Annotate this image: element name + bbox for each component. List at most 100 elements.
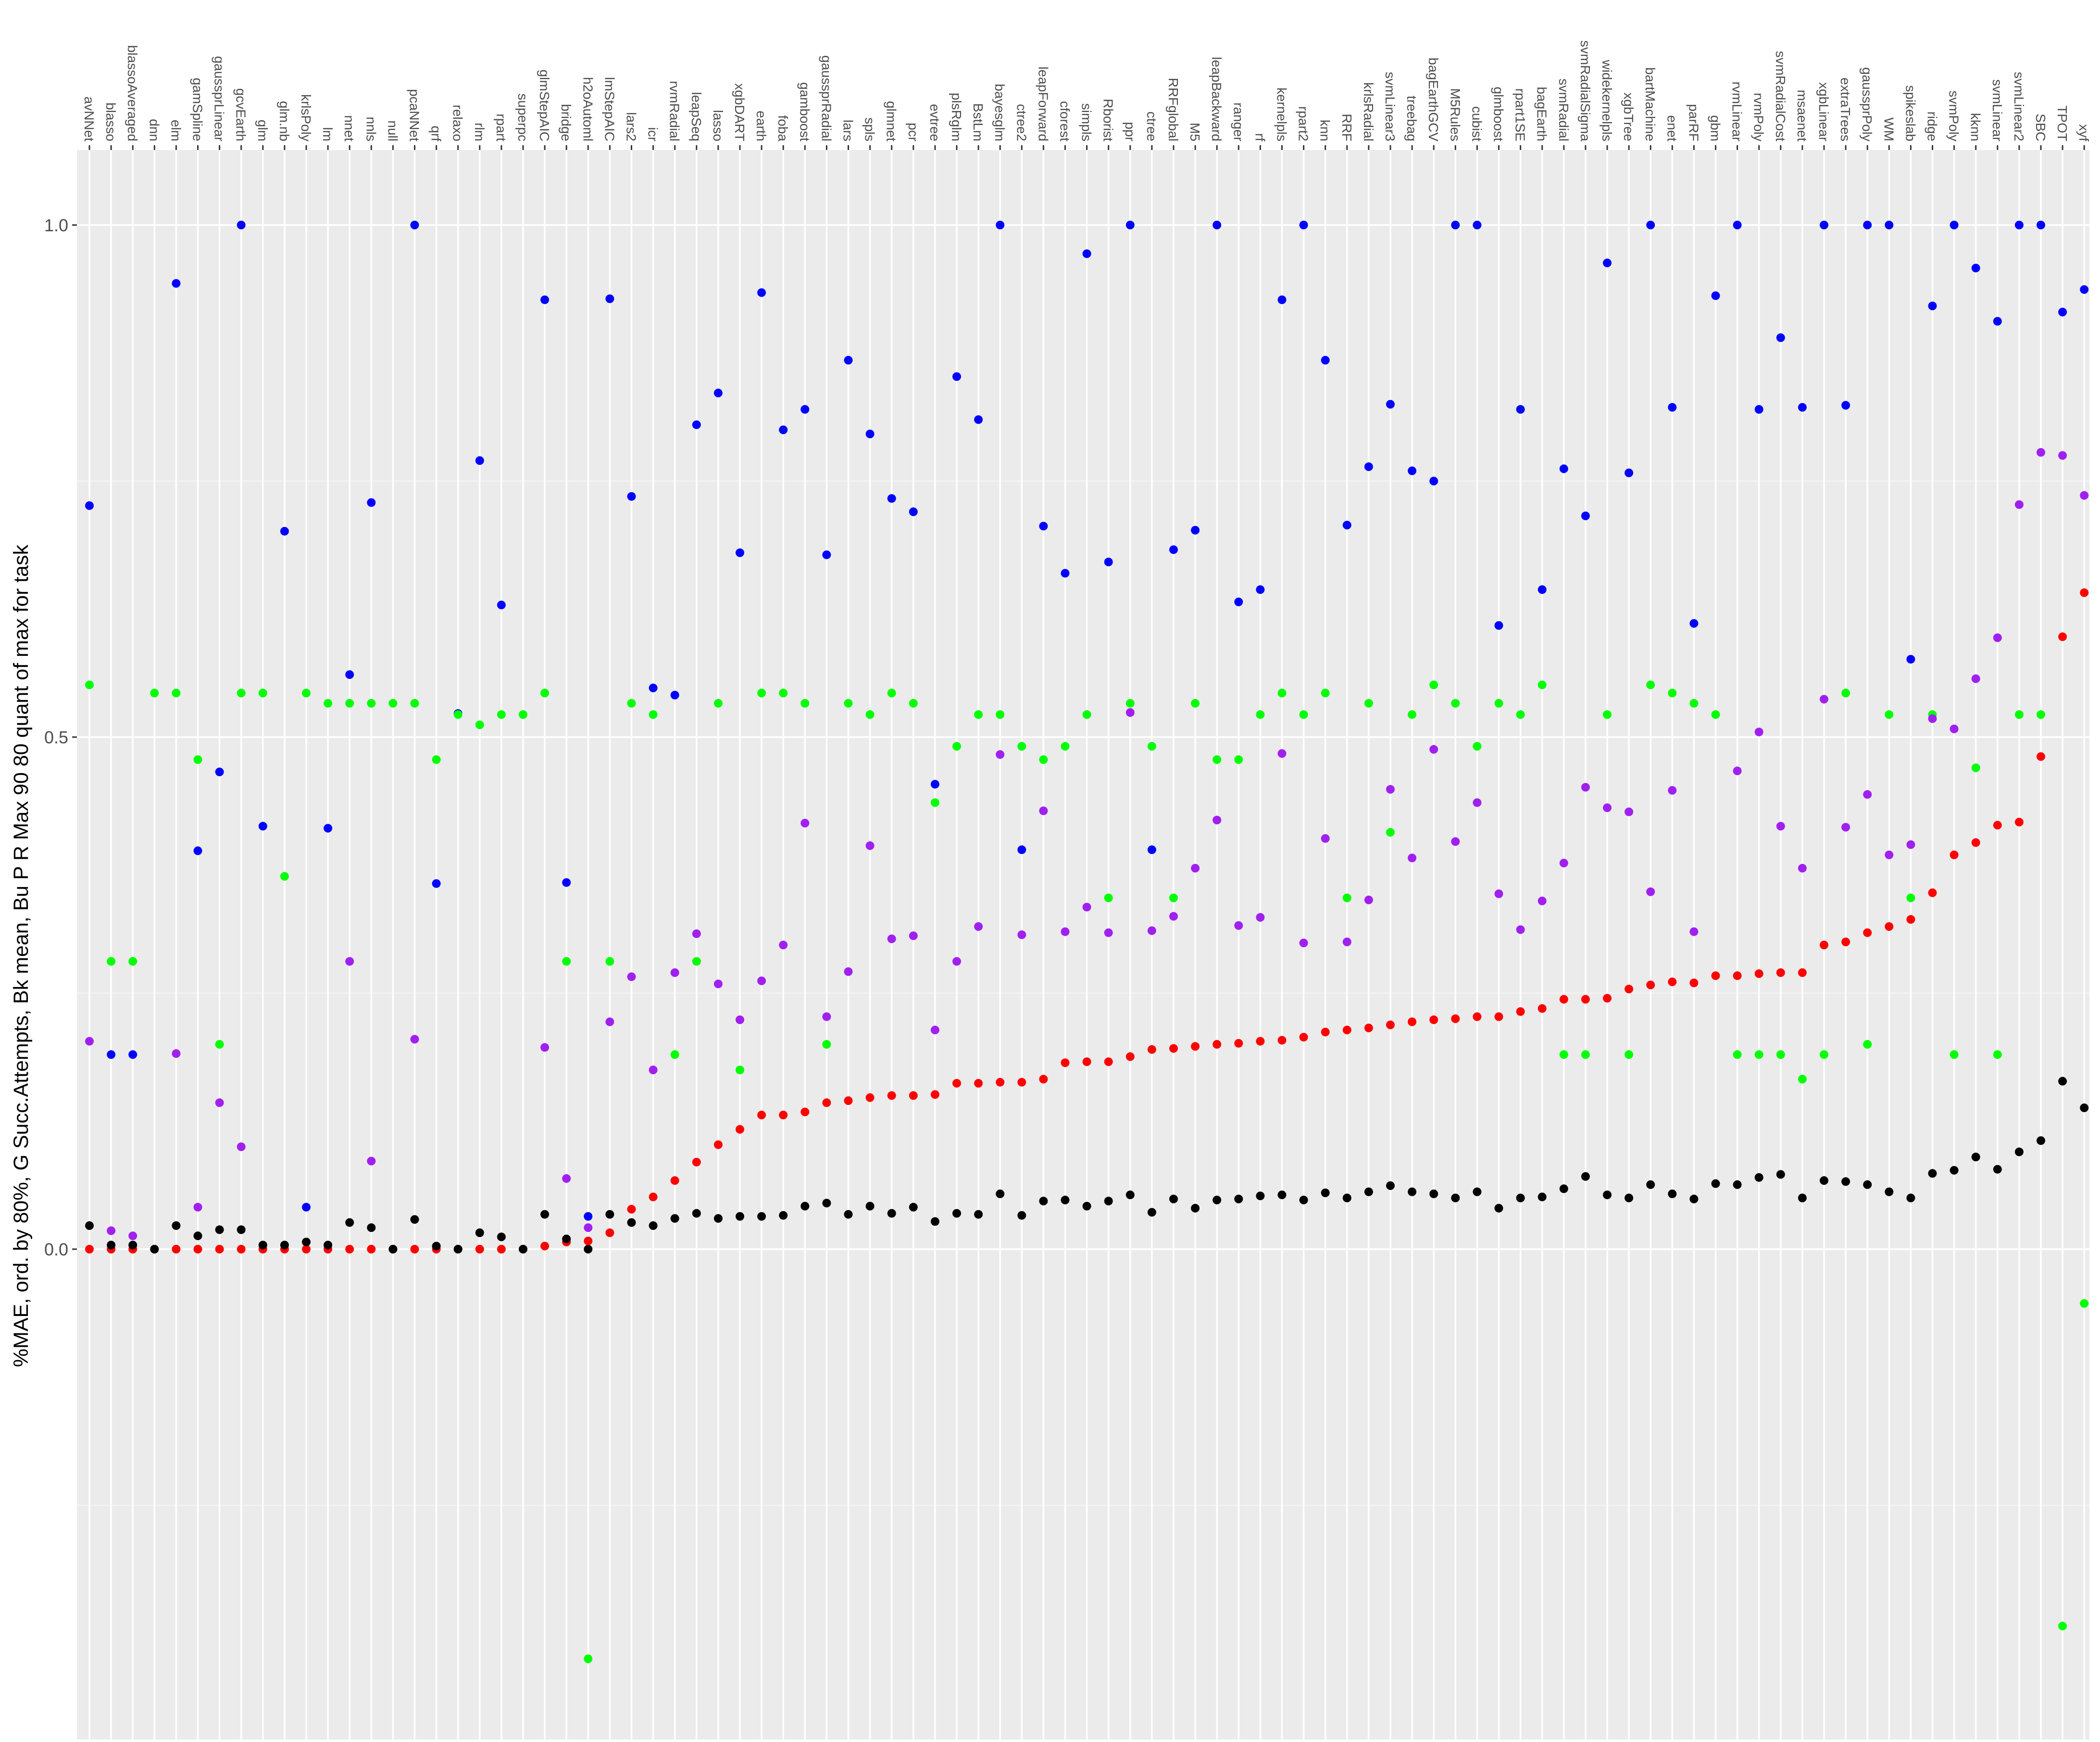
data-point <box>540 689 550 698</box>
data-point <box>800 699 810 708</box>
data-point <box>562 957 571 966</box>
data-point <box>1689 699 1699 708</box>
x-tick-label: enet <box>1664 115 1679 142</box>
data-point <box>1473 1012 1482 1021</box>
data-point <box>713 699 723 708</box>
data-point <box>1408 853 1417 863</box>
data-point <box>2014 1147 2024 1156</box>
data-point <box>1061 1195 1070 1204</box>
data-point <box>713 1140 723 1149</box>
data-point <box>237 689 246 698</box>
x-tick-label: WM <box>1881 117 1896 141</box>
data-point <box>1516 925 1525 934</box>
data-point <box>1169 1194 1178 1203</box>
data-point <box>1061 569 1070 578</box>
data-point <box>1212 1040 1222 1049</box>
data-point <box>1299 221 1308 229</box>
data-point <box>150 689 159 698</box>
data-point <box>2037 752 2045 761</box>
data-point <box>1277 689 1287 698</box>
data-point <box>887 934 896 943</box>
data-point <box>1516 1007 1525 1016</box>
data-point <box>1733 221 1742 229</box>
x-tick-label: BstLm <box>971 103 986 141</box>
data-point <box>584 1236 593 1245</box>
data-point <box>540 1043 550 1052</box>
data-point <box>150 1245 159 1253</box>
x-tick-label: bridge <box>559 104 574 141</box>
x-tick-label: M5Rules <box>1448 88 1462 141</box>
data-point <box>1993 1050 2002 1059</box>
data-point <box>1104 557 1113 566</box>
data-point <box>453 710 462 719</box>
data-point <box>1538 585 1547 594</box>
data-point <box>1689 1194 1699 1203</box>
data-point <box>302 689 311 698</box>
data-point <box>909 931 918 940</box>
x-tick-label: simpls <box>1079 103 1094 141</box>
data-point <box>85 1245 94 1253</box>
data-point <box>1321 689 1330 698</box>
data-point <box>1212 755 1222 764</box>
data-point <box>172 1049 181 1058</box>
data-point <box>887 1209 896 1218</box>
data-point <box>1668 689 1677 698</box>
data-point <box>1277 1191 1287 1200</box>
x-tick-label: svmLinear <box>1990 79 2005 141</box>
x-tick-label: qrf <box>429 125 444 141</box>
data-point <box>1451 837 1460 846</box>
data-point <box>584 1245 593 1253</box>
data-point <box>453 1245 462 1253</box>
data-point <box>1646 887 1655 896</box>
data-point <box>627 1204 636 1214</box>
data-point <box>1082 1202 1091 1211</box>
data-point <box>172 689 181 698</box>
x-tick-label: lmStepAIC <box>602 77 617 141</box>
x-tick-label: bagEarthGCV <box>1426 58 1441 142</box>
data-point <box>280 872 289 881</box>
data-point <box>1581 1050 1590 1059</box>
data-point <box>1863 221 1872 229</box>
x-tick-label: svmRadialSigma <box>1578 40 1593 141</box>
x-tick-label: rvmLinear <box>1730 82 1745 141</box>
x-tick-label: glm.nb <box>277 101 292 141</box>
data-point <box>1776 1050 1785 1059</box>
data-point <box>1234 921 1243 930</box>
data-point <box>1689 978 1699 988</box>
x-tick-label: Rborist <box>1101 99 1116 141</box>
data-point <box>367 1156 376 1166</box>
data-point <box>1277 749 1287 758</box>
data-point <box>930 779 939 789</box>
data-point <box>1473 798 1482 807</box>
data-point <box>1993 821 2002 830</box>
data-point <box>215 1040 224 1049</box>
data-point <box>1125 699 1135 708</box>
data-point <box>822 1040 831 1049</box>
data-point <box>388 699 398 708</box>
data-point <box>1494 1012 1503 1021</box>
data-point <box>1841 401 1850 410</box>
data-point <box>562 1234 571 1243</box>
data-point <box>1754 1173 1763 1182</box>
data-point <box>952 957 961 966</box>
data-point <box>1928 714 1937 723</box>
data-point <box>2014 500 2024 509</box>
data-point <box>736 1015 744 1024</box>
x-tick-label: blassoAveraged <box>125 45 140 141</box>
x-tick-label: blasso <box>103 102 118 141</box>
data-point <box>1711 971 1720 980</box>
data-point <box>388 1245 398 1253</box>
x-tick-label: icr <box>646 127 661 141</box>
x-tick-label: lm <box>320 127 335 141</box>
data-point <box>584 1212 593 1221</box>
data-point <box>1256 913 1265 922</box>
data-point <box>692 1157 701 1166</box>
data-point <box>2058 451 2067 460</box>
data-point <box>1733 766 1742 776</box>
data-point <box>497 710 506 719</box>
data-point <box>540 1241 550 1251</box>
data-point <box>1039 1196 1048 1205</box>
data-point <box>1169 1044 1178 1053</box>
data-point <box>1321 834 1330 843</box>
data-point <box>1299 939 1308 948</box>
